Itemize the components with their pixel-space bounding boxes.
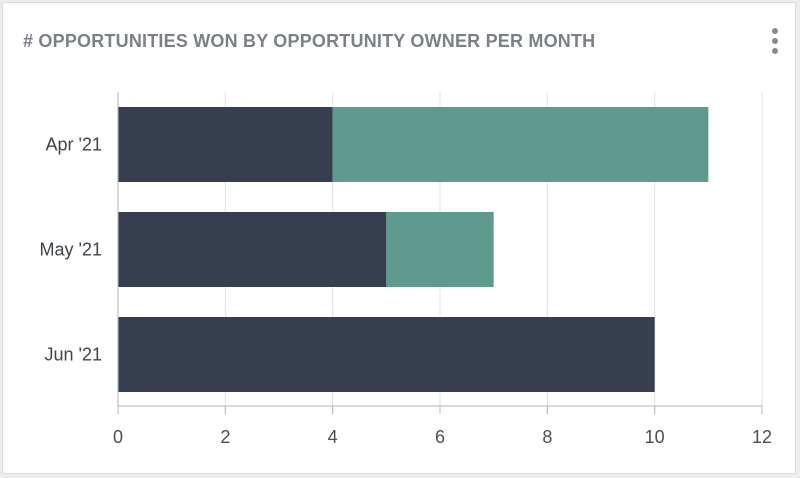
x-tick-label: 0 [113, 427, 123, 447]
menu-dot [772, 38, 778, 44]
x-tick-label: 10 [645, 427, 665, 447]
category-label: May '21 [40, 240, 102, 260]
bar-segment [118, 317, 655, 392]
more-vertical-icon[interactable] [763, 25, 787, 57]
bar-segment [386, 212, 494, 287]
bar-segment [118, 212, 387, 287]
x-tick-label: 4 [328, 427, 338, 447]
category-label: Apr '21 [46, 135, 102, 155]
x-tick-label: 2 [220, 427, 230, 447]
menu-dot [772, 28, 778, 34]
bar-segment [332, 107, 709, 182]
x-tick-label: 8 [542, 427, 552, 447]
category-label: Jun '21 [45, 345, 102, 365]
chart-title: # OPPORTUNITIES WON BY OPPORTUNITY OWNER… [23, 31, 596, 51]
bar-segment [118, 107, 333, 182]
x-tick-label: 6 [435, 427, 445, 447]
menu-dot [772, 48, 778, 54]
x-tick-label: 12 [752, 427, 772, 447]
